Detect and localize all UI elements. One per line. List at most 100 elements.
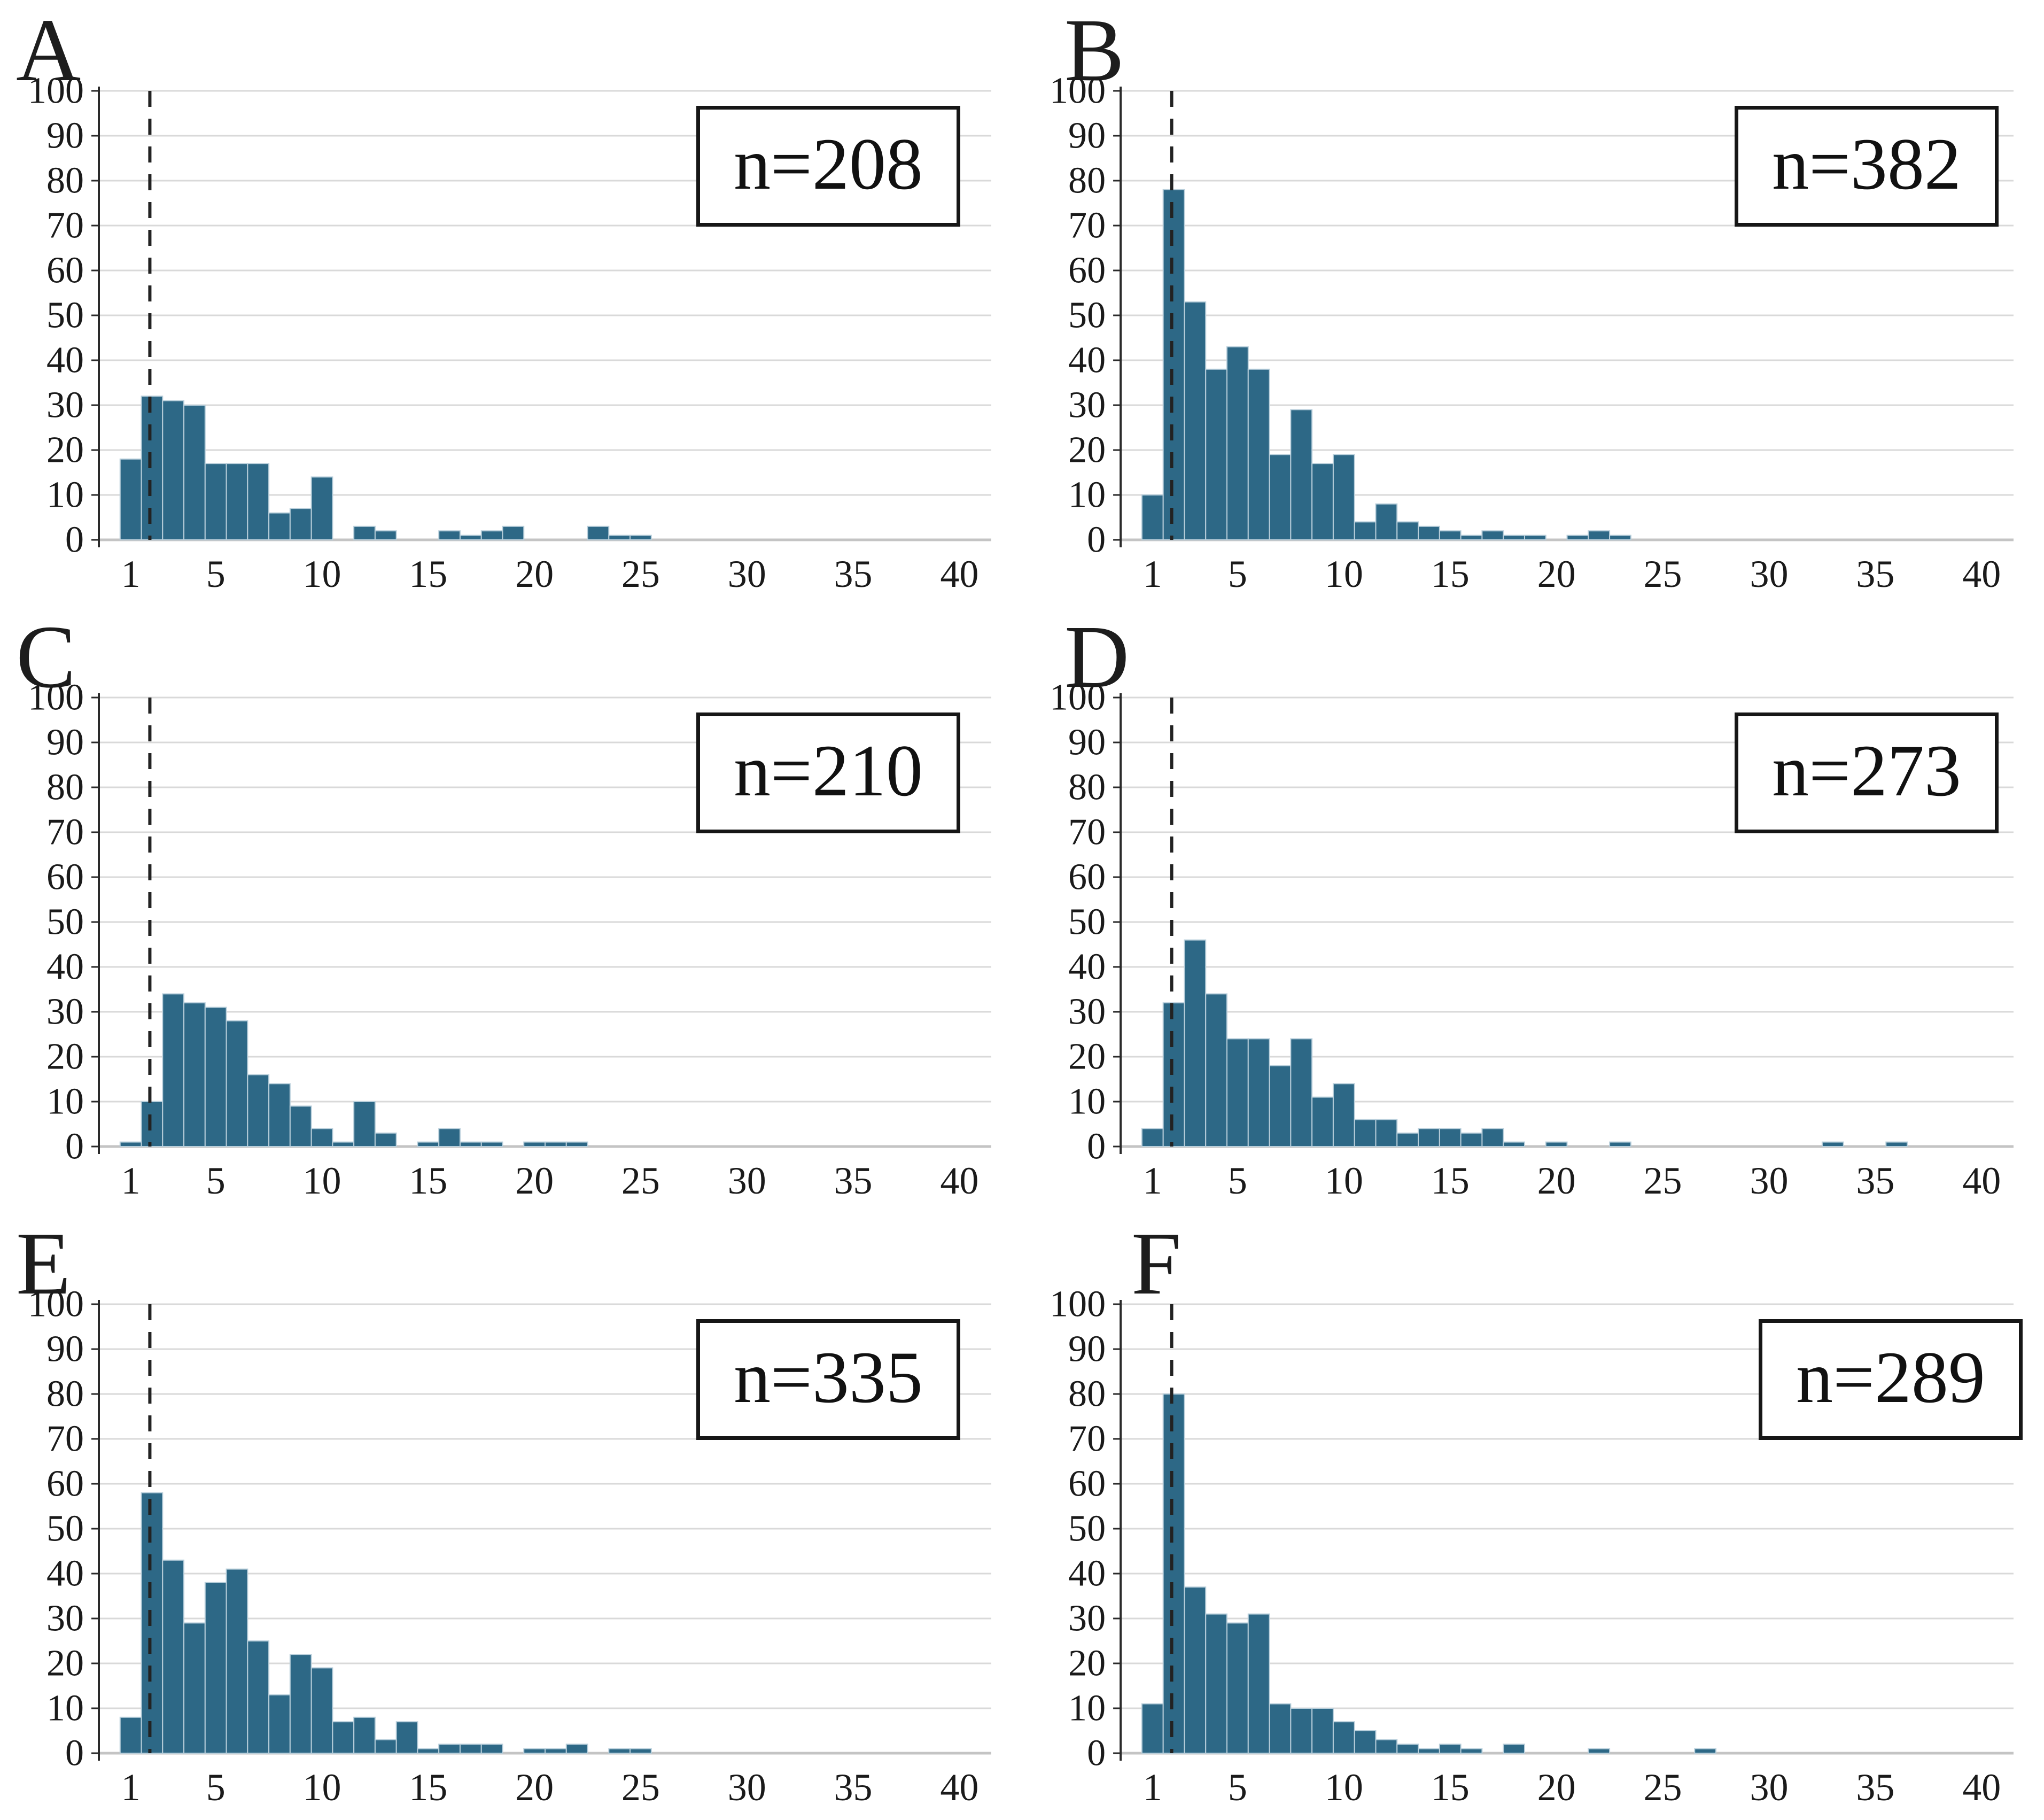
x-tick-label: 10 (1325, 1159, 1363, 1202)
histogram-bar-x7 (247, 1640, 270, 1754)
histogram-bar-x16 (1460, 1132, 1483, 1147)
histogram-bar-x2 (1162, 189, 1185, 540)
y-tick-label: 40 (46, 1553, 84, 1594)
histogram-bar-x5 (204, 1006, 227, 1147)
x-tick-label: 1 (1143, 1159, 1162, 1202)
x-tick-label: 1 (121, 1766, 141, 1809)
x-tick-label: 1 (121, 553, 141, 595)
y-tick-label: 90 (46, 115, 84, 157)
histogram-bar-x15 (417, 1748, 440, 1754)
y-tick-label: 80 (1068, 1374, 1106, 1415)
y-tick-label: 90 (1068, 115, 1106, 157)
x-tick-label: 25 (621, 1766, 660, 1809)
x-tick-label: 40 (1962, 553, 2001, 595)
sample-size-label: n=273 (1772, 730, 1961, 811)
histogram-bar-x9 (1311, 1096, 1334, 1147)
x-tick-label: 40 (940, 1159, 978, 1202)
histogram-bar-x5 (1226, 1622, 1249, 1754)
histogram-bar-x21 (545, 1141, 567, 1147)
histogram-bar-x6 (226, 463, 248, 541)
x-tick-label: 1 (121, 1159, 141, 1202)
y-tick-label: 80 (46, 767, 84, 808)
y-tick-label: 30 (1068, 1598, 1106, 1639)
sample-size-label: n=210 (734, 730, 923, 811)
sample-size-label: n=335 (734, 1336, 923, 1418)
sample-size-label: n=208 (734, 123, 923, 205)
histogram-bar-x8 (1290, 1038, 1313, 1148)
y-tick-label: 100 (28, 71, 84, 112)
y-tick-label: 60 (46, 250, 84, 291)
histogram-bar-x14 (1418, 525, 1440, 540)
y-tick-label: 40 (46, 947, 84, 988)
histogram-bar-x13 (374, 1132, 397, 1147)
histogram-bar-x14 (395, 1721, 418, 1754)
histogram-bar-x10 (1332, 454, 1355, 541)
histogram-bar-x1 (119, 1716, 142, 1754)
y-tick-label: 10 (46, 475, 84, 516)
histogram-bar-x19 (1524, 535, 1546, 540)
x-tick-label: 40 (1962, 1766, 2001, 1809)
histogram-bar-x11 (1354, 521, 1377, 541)
histogram-bar-x18 (480, 1744, 503, 1754)
y-tick-label: 20 (1068, 430, 1106, 471)
histogram-bar-x2 (1162, 1002, 1185, 1147)
histogram-bar-x7 (247, 1074, 270, 1147)
histogram-bar-x1 (1141, 1128, 1164, 1148)
histogram-bar-x5 (204, 463, 227, 541)
y-tick-label: 70 (46, 205, 84, 246)
y-tick-label: 90 (1068, 1329, 1106, 1370)
panel-letter-C: C (16, 607, 76, 707)
histogram-bar-x27 (1694, 1748, 1717, 1754)
x-tick-label: 25 (621, 1159, 660, 1202)
histogram-bar-x12 (353, 1101, 376, 1147)
y-tick-label: 10 (1068, 475, 1106, 516)
histogram-bar-x16 (1460, 535, 1483, 540)
x-tick-label: 20 (1537, 1159, 1576, 1202)
x-tick-label: 15 (409, 553, 447, 595)
x-tick-label: 30 (1750, 1766, 1788, 1809)
y-tick-label: 0 (1087, 1733, 1106, 1774)
sample-size-box-A: n=208 (696, 106, 960, 227)
x-tick-label: 15 (1431, 1159, 1470, 1202)
histogram-bar-x16 (438, 1128, 461, 1148)
sample-size-box-B: n=382 (1735, 106, 1999, 227)
y-tick-label: 70 (1068, 1419, 1106, 1460)
x-tick-label: 5 (206, 553, 226, 595)
histogram-bar-x8 (1290, 409, 1313, 541)
histogram-bar-x5 (204, 1582, 227, 1754)
histogram-bar-x6 (1247, 368, 1270, 540)
sample-size-box-E: n=335 (696, 1319, 960, 1440)
x-tick-label: 20 (1537, 553, 1576, 595)
histogram-bar-x8 (268, 512, 291, 540)
y-tick-label: 60 (1068, 857, 1106, 898)
x-tick-label: 30 (1750, 553, 1788, 595)
x-tick-label: 20 (515, 1766, 554, 1809)
histogram-bar-x20 (523, 1748, 546, 1754)
y-tick-label: 40 (46, 340, 84, 381)
histogram-bar-x7 (1269, 454, 1292, 541)
histogram-bar-x6 (226, 1568, 248, 1754)
y-tick-label: 40 (1068, 340, 1106, 381)
y-tick-label: 30 (46, 385, 84, 426)
histogram-bar-x18 (1503, 535, 1525, 540)
y-tick-label: 20 (46, 430, 84, 471)
y-tick-label: 80 (46, 160, 84, 202)
y-tick-label: 90 (46, 722, 84, 763)
histogram-bar-x8 (268, 1694, 291, 1754)
histogram-bar-x12 (1375, 1739, 1398, 1754)
x-tick-label: 15 (1431, 553, 1470, 595)
x-tick-label: 30 (728, 1766, 766, 1809)
histogram-bar-x2 (141, 396, 164, 540)
x-tick-label: 15 (409, 1159, 447, 1202)
histogram-bar-x18 (480, 1141, 503, 1147)
histogram-bar-x12 (1375, 1119, 1398, 1147)
sample-size-label: n=382 (1772, 123, 1961, 205)
histogram-bar-x1 (119, 458, 142, 540)
y-tick-label: 10 (1068, 1688, 1106, 1729)
histogram-bar-x17 (459, 1141, 482, 1147)
histogram-bar-x9 (1311, 463, 1334, 541)
histogram-bar-x2 (141, 1492, 164, 1754)
y-tick-label: 30 (46, 1598, 84, 1639)
y-tick-label: 30 (1068, 992, 1106, 1033)
